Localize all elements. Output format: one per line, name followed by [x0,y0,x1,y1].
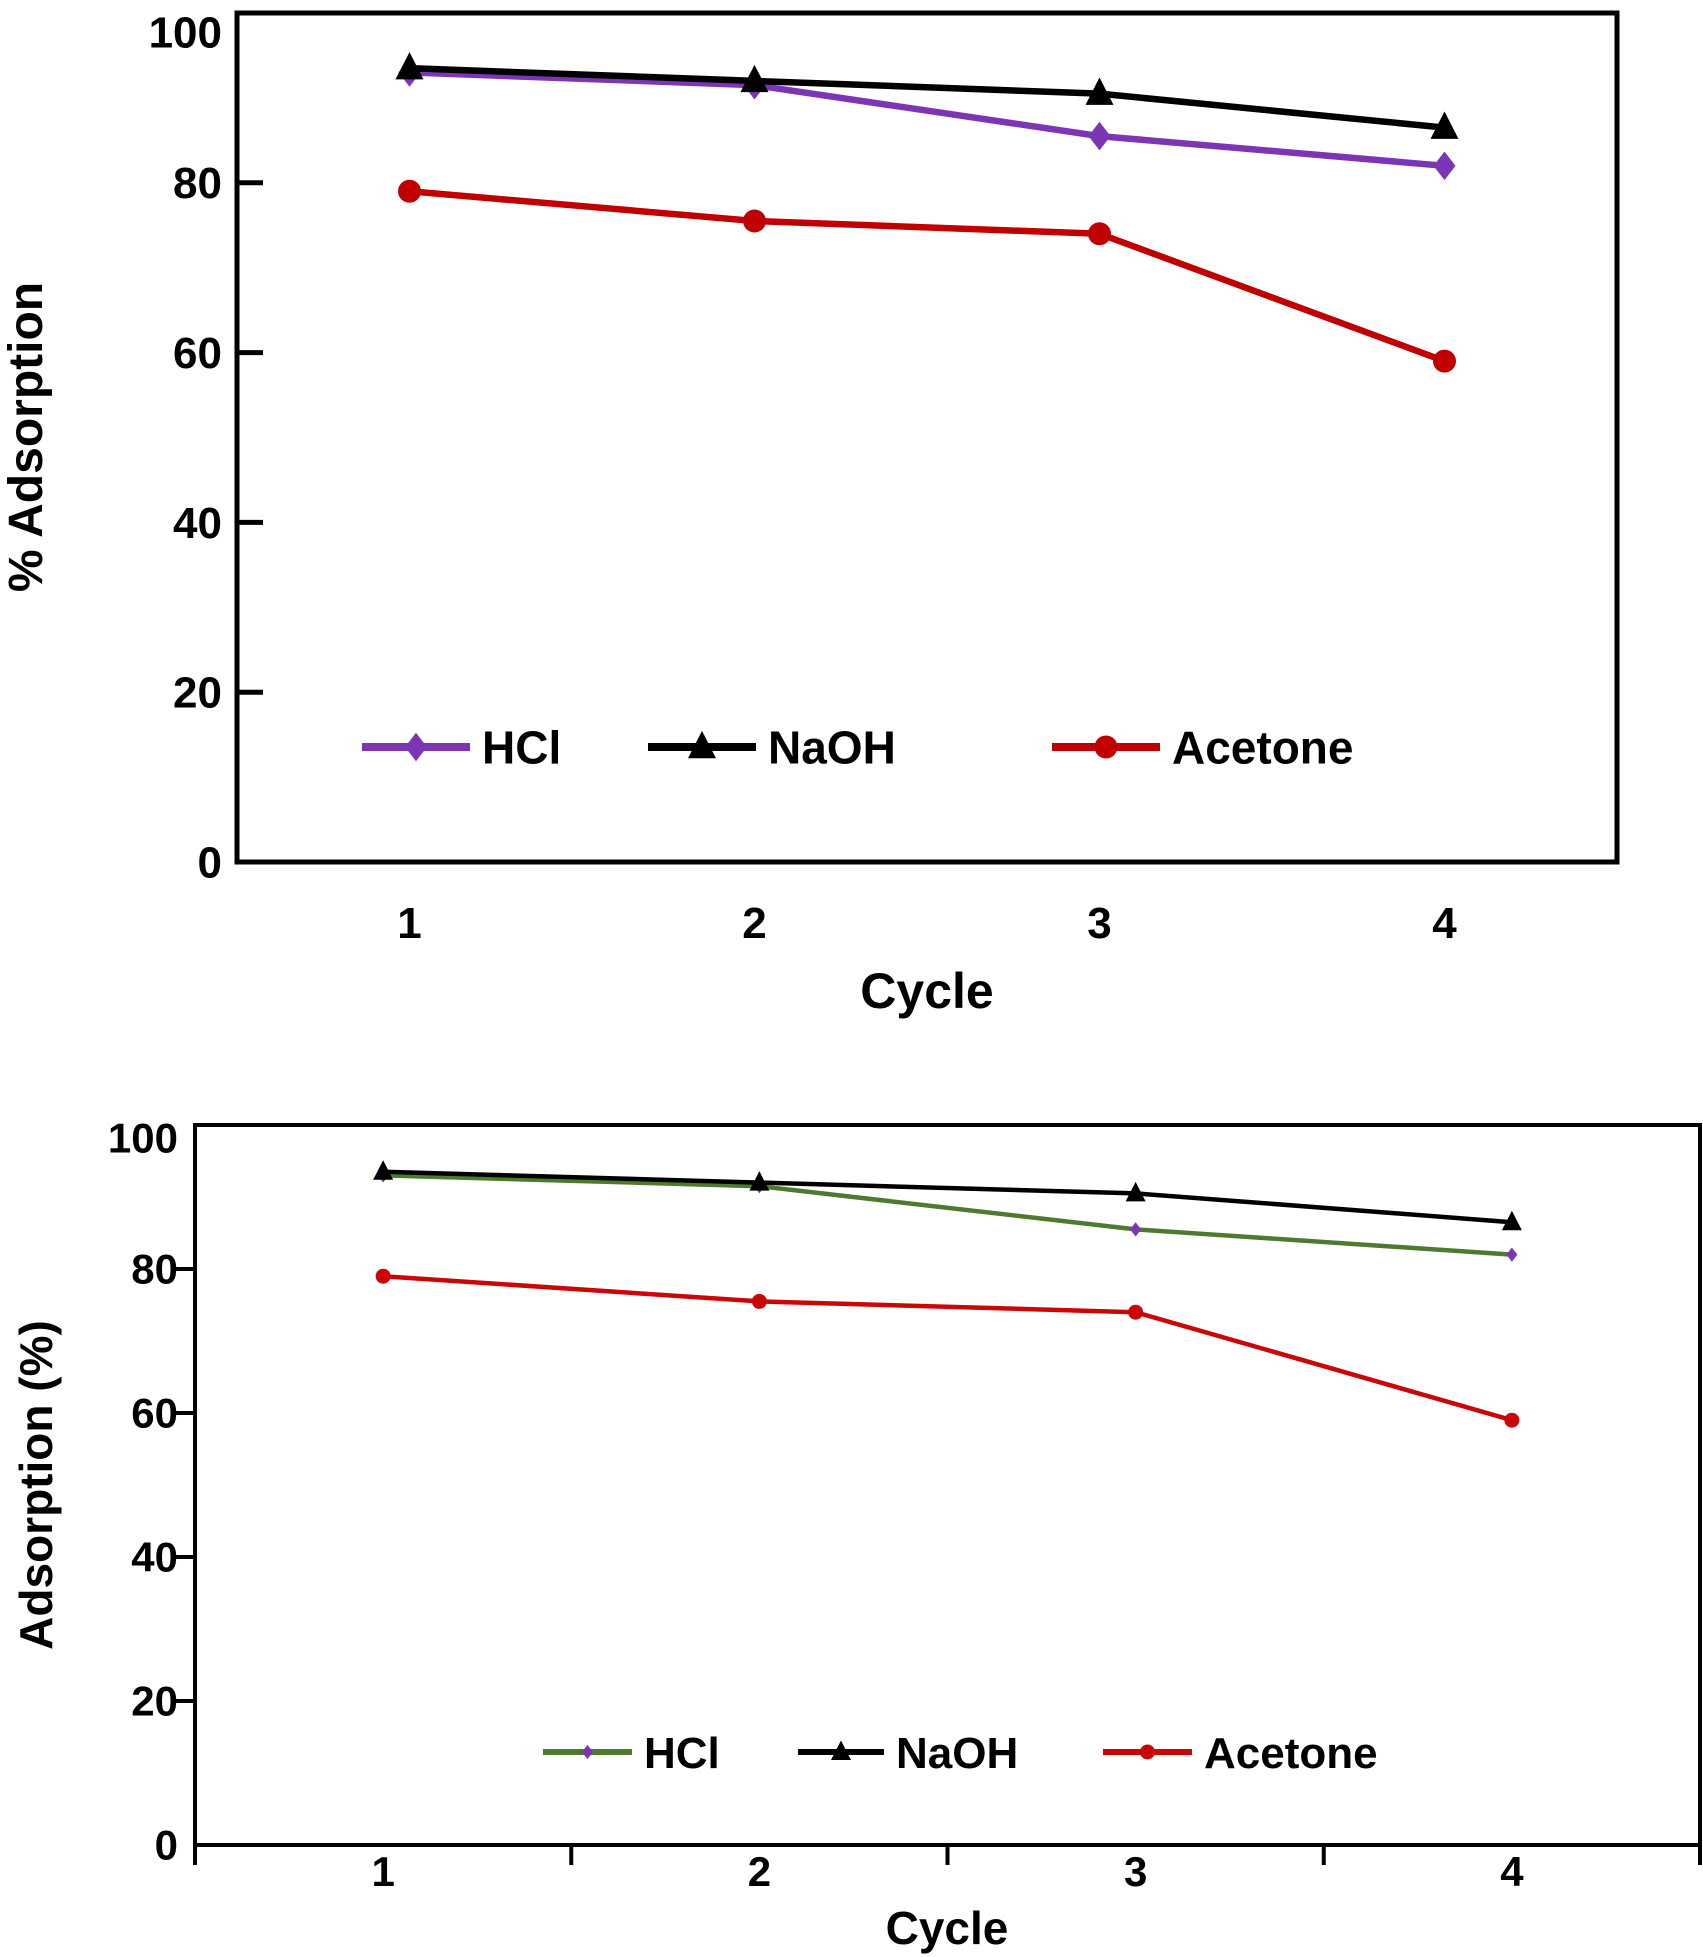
bottom-chart-y-tick-label: 20 [131,1678,178,1725]
bottom-chart-y-tick-label: 100 [108,1115,178,1162]
top-chart-marker-naoh [1085,77,1114,105]
bottom-chart-y-tick-label: 40 [131,1534,178,1581]
top-chart-marker-acetone [743,209,766,233]
bottom-chart-legend-label-naoh: NaOH [896,1729,1018,1778]
bottom-chart-marker-naoh [1125,1181,1146,1202]
bottom-chart-marker-acetone [1504,1412,1520,1428]
bottom-chart-x-tick-label: 2 [748,1848,771,1895]
top-chart-marker-hcl [1088,121,1111,151]
top-chart-marker-hcl [1433,151,1456,181]
top-chart-legend-label-hcl: HCl [482,722,561,774]
top-chart-marker-naoh [740,64,769,93]
top-chart-x-tick-label: 3 [1087,899,1111,948]
top-chart-marker-acetone [398,179,421,203]
top-chart-x-axis-title: Cycle [860,963,993,1019]
top-chart-y-tick-label: 40 [173,499,222,548]
top-chart-legend-marker-hcl [405,732,427,762]
bottom-chart-legend-marker-hcl [582,1744,593,1760]
top-chart-legend-label-naoh: NaOH [768,722,896,774]
top-chart-y-axis-title: % Adsorption [0,282,53,592]
bottom-chart-x-axis-title: Cycle [886,1902,1009,1954]
bottom-chart-marker-hcl [1130,1222,1142,1237]
bottom-chart-marker-acetone [1128,1304,1144,1320]
top-chart-series-line-acetone [406,188,1448,365]
bottom-chart-y-tick-label: 80 [131,1246,178,1293]
top-chart-x-tick-label: 1 [397,899,421,948]
bottom-chart-marker-acetone [751,1293,767,1309]
top-chart-series-line-hcl [406,69,1448,170]
top-chart-y-tick-label: 60 [173,329,222,378]
top-chart-marker-naoh [395,52,424,80]
bottom-chart-marker-naoh [1501,1210,1522,1231]
bottom-chart-series-line-naoh [380,1169,1515,1225]
top-chart-legend-marker-acetone [1094,735,1118,759]
bottom-chart-legend-marker-naoh [831,1740,851,1760]
bottom-chart-y-tick-label: 60 [131,1390,178,1437]
bottom-chart-marker-hcl [1506,1247,1518,1262]
bottom-chart-legend-label-acetone: Acetone [1204,1729,1378,1778]
top-chart-series-line-naoh [406,64,1448,131]
top-chart-y-tick-label: 20 [173,669,222,718]
bottom-chart-legend-marker-acetone [1140,1744,1155,1760]
top-chart-marker-naoh [1430,111,1459,139]
top-chart-y-tick-label: 0 [198,838,222,887]
top-chart-marker-acetone [1088,222,1111,246]
bottom-chart-series-line-hcl [380,1173,1515,1257]
top-chart-plot-frame [234,10,1620,865]
bottom-chart-x-tick-label: 1 [371,1848,394,1895]
bottom-chart-series-line-acetone [380,1273,1515,1423]
top-chart-marker-acetone [1433,349,1456,373]
top-chart-x-tick-label: 4 [1432,899,1457,948]
bottom-chart-marker-naoh [373,1160,394,1180]
bottom-chart-y-axis-title: Adsorption (%) [10,1320,62,1650]
bottom-chart-marker-naoh [749,1171,770,1191]
top-chart-y-tick-label: 100 [149,8,222,57]
bottom-chart-marker-acetone [375,1268,391,1284]
top-chart-x-tick-label: 2 [742,899,766,948]
bottom-chart-y-tick-label: 0 [155,1822,178,1869]
bottom-chart-x-tick-label: 3 [1124,1848,1147,1895]
bottom-chart-legend-label-hcl: HCl [644,1729,720,1778]
top-chart-legend-label-acetone: Acetone [1172,722,1353,774]
top-chart-y-tick-label: 80 [173,159,222,208]
top-chart-legend-marker-naoh [688,730,716,759]
bottom-chart-x-tick-label: 4 [1500,1848,1524,1895]
